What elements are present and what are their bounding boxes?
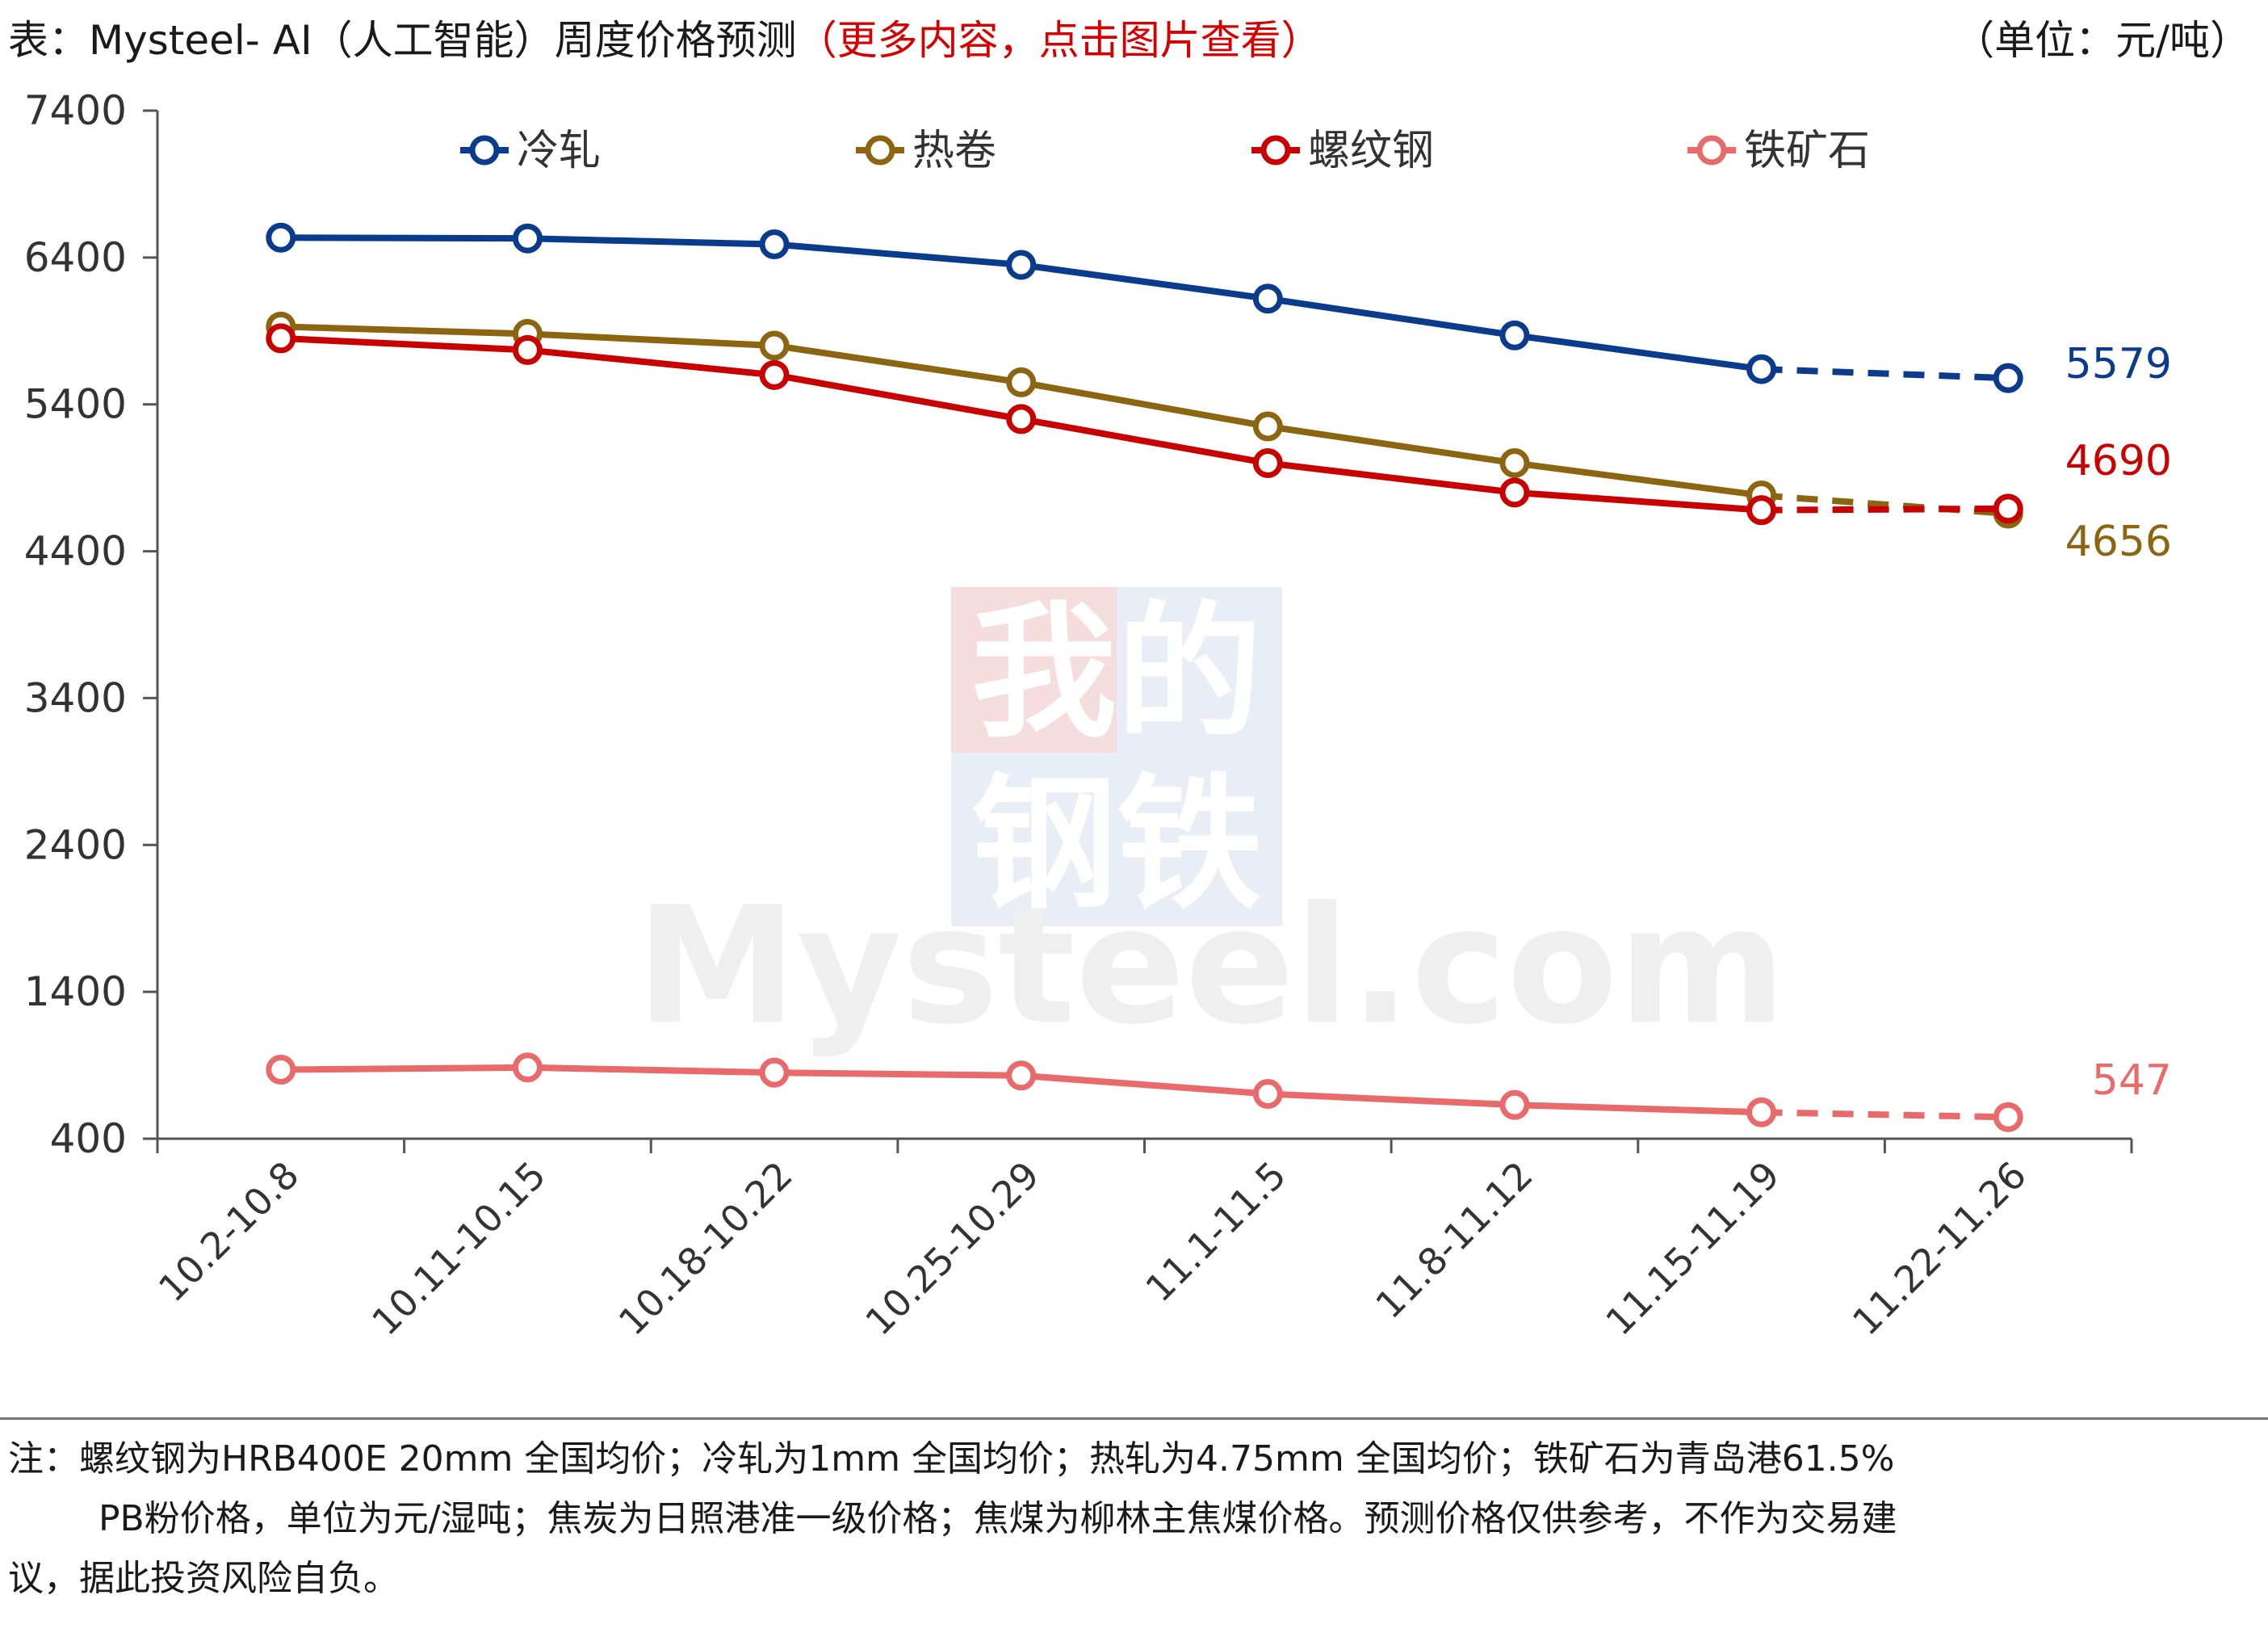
chart-legend: 冷轧 热卷 螺纹钢 铁矿石 [460,127,1870,175]
y-tick-label: 6400 [24,234,127,281]
data-point [512,223,543,254]
watermark-block-blue-bottom [951,753,1282,926]
x-tick-label: 11.8-11.12 [1367,1153,1541,1327]
end-value-label: 5579 [2065,340,2172,388]
data-point [266,222,296,253]
series-layer [266,222,2023,1132]
watermark-block-red [951,587,1117,753]
footnote-line-2: PB粉价格，单位为元/湿吨；焦炭为日照港准一级价格；焦煤为柳林主焦煤价格。预测价… [99,1498,1897,1539]
legend-label: 铁矿石 [1744,127,1870,175]
data-point [1746,495,1777,526]
data-point [1499,320,1530,350]
series-forecast-line [1761,492,2009,518]
legend-swatch-marker [865,135,895,166]
x-tick-label: 10.2-10.8 [150,1153,308,1311]
footnote-line-3: 议，据此投资风险自负。 [8,1558,399,1599]
y-tick-label: 7400 [24,87,127,134]
y-tick-label: 3400 [24,674,127,721]
watermark-block-blue-top [1117,587,1282,753]
data-point [1499,1089,1530,1120]
data-point [1499,447,1530,478]
chart-title-row: 表：Mysteel- AI（人工智能）周度价格预测（更多内容，点击图片查看） [8,8,2261,73]
data-point [1993,1102,2023,1132]
price-forecast-chart: 我的 钢铁 Mysteel.com 400 1400 2400 3400 4400 540… [24,87,2172,1344]
data-point [512,1052,543,1083]
data-point [1006,367,1037,397]
legend-label: 冷轧 [517,127,601,175]
data-point [1252,411,1283,442]
mysteel-watermark: 我的 钢铁 Mysteel.com [636,587,1786,1060]
watermark-en: Mysteel.com [636,872,1786,1060]
legend-label: 热卷 [912,127,996,175]
x-tick-label: 11.1-11.5 [1137,1153,1294,1311]
y-tick-label: 1400 [24,968,127,1015]
data-point [759,359,790,390]
x-tick-label: 10.18-10.22 [610,1153,801,1344]
data-point [1006,1060,1037,1091]
end-value-label: 4656 [2065,518,2172,566]
data-point [1993,493,2023,524]
data-point [1252,1079,1283,1110]
chart-title: 表：Mysteel- AI（人工智能）周度价格预测 [8,17,797,64]
x-tick-label: 10.11-10.15 [363,1153,554,1344]
legend-label: 螺纹钢 [1308,127,1434,175]
series-forecast-line [1761,505,2009,514]
series-cold_rolled [266,222,2023,393]
y-tick-label: 400 [50,1115,127,1162]
data-point [266,1055,296,1085]
legend-swatch-marker [1696,135,1727,166]
data-point [266,323,296,354]
data-point [1006,404,1037,434]
end-labels: 5579 4656 4690 547 [2065,340,2172,1105]
data-point [1746,1097,1777,1127]
watermark-cn-bottom: 钢铁 [971,761,1262,930]
y-tick-label: 4400 [24,528,127,575]
data-point [512,334,543,365]
x-tick-label: 10.25-10.29 [857,1153,1047,1344]
series-forecast-line [1761,366,2009,382]
more-content-link[interactable]: （更多内容，点击图片查看） [796,17,1322,64]
y-tick-label: 2400 [24,821,127,868]
watermark-cn-top: 我的 [971,589,1262,758]
x-tick-label: 11.22-11.26 [1844,1153,2035,1344]
end-value-label: 4690 [2065,437,2172,485]
data-point [1252,283,1283,314]
data-point [1499,477,1530,508]
note-separator [0,1417,2268,1420]
series-forecast-line [1761,1109,2009,1121]
footnote-line-1: 注：螺纹钢为HRB400E 20mm 全国均价；冷轧为1mm 全国均价；热轧为4… [8,1438,1895,1480]
legend-swatch-marker [469,135,500,166]
data-point [759,330,790,361]
unit-label: （单位：元/吨） [1954,17,2250,64]
data-point [1993,363,2023,393]
end-value-label: 547 [2092,1056,2172,1105]
data-point [759,1057,790,1088]
footnote: 注：螺纹钢为HRB400E 20mm 全国均价；冷轧为1mm 全国均价；热轧为4… [8,1429,2245,1609]
x-tick-label: 11.15-11.19 [1597,1153,1788,1344]
data-point [1252,447,1283,478]
data-point [1746,354,1777,384]
series-rebar [266,323,2023,526]
data-point [1006,250,1037,280]
data-point [759,229,790,259]
y-tick-label: 5400 [24,381,127,428]
series-iron_ore [266,1052,2023,1132]
legend-swatch-marker [1260,135,1291,166]
